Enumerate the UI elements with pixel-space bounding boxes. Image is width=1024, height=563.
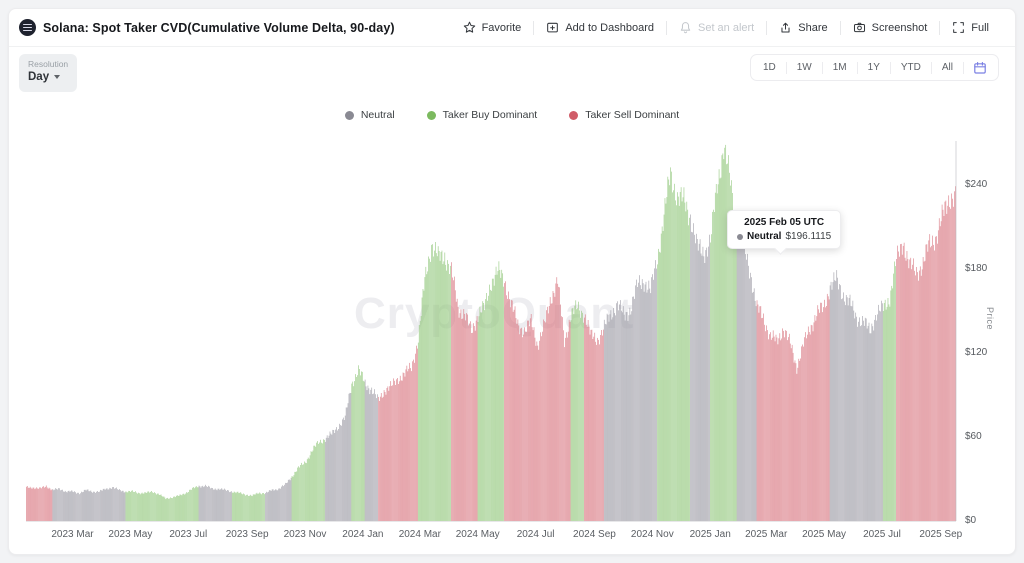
header-actions: Favorite Add to Dashboard Set an alert Shar… [451, 17, 1001, 38]
x-tick-label: 2025 Sep [919, 529, 963, 540]
legend-dot [569, 110, 579, 120]
tooltip-series-dot [737, 233, 743, 240]
tooltip-series-name: Neutral [747, 231, 782, 242]
calendar-icon [974, 61, 986, 74]
x-tick-label: 2023 Jul [169, 529, 208, 540]
add-to-dashboard-button[interactable]: Add to Dashboard [534, 17, 666, 38]
action-label: Full [971, 21, 989, 34]
y-axis-title: Price [985, 307, 995, 331]
legend-dot [426, 110, 436, 120]
x-tick-label: 2023 Sep [225, 529, 269, 540]
x-tick-label: 2023 Mar [51, 529, 94, 540]
x-tick-label: 2024 May [455, 529, 500, 540]
divider [930, 61, 932, 74]
y-tick-label: $180 [965, 263, 988, 274]
x-tick-label: 2023 May [108, 529, 153, 540]
divider [665, 20, 667, 35]
divider [889, 61, 891, 74]
divider [533, 20, 535, 35]
chevron-down-icon [54, 75, 61, 79]
resolution-value: Day [28, 71, 50, 83]
legend-label: Taker Buy Dominant [442, 109, 538, 121]
range-button-all[interactable]: All [932, 57, 963, 78]
resolution-dropdown[interactable]: Resolution Day [19, 54, 77, 92]
legend-item-s[interactable]: Taker Sell Dominant [569, 109, 679, 121]
x-tick-label: 2024 Sep [573, 529, 616, 540]
screenshot-button[interactable]: Screenshot [841, 17, 940, 38]
x-tick-label: 2024 Jan [342, 529, 384, 540]
page-title: Solana: Spot Taker CVD(Cumulative Volume… [43, 20, 395, 35]
legend-label: Neutral [360, 109, 395, 121]
divider [963, 61, 964, 74]
dashboard-add-icon [547, 22, 559, 33]
range-button-1w[interactable]: 1W [787, 57, 822, 78]
title-wrap: Solana: Spot Taker CVD(Cumulative Volume… [19, 19, 395, 36]
x-tick-label: 2025 Jul [863, 529, 901, 540]
x-tick-label: 2023 Nov [283, 529, 327, 540]
x-tick-label: 2024 Mar [398, 529, 441, 540]
action-label: Set an alert [697, 21, 755, 34]
share-icon [781, 22, 790, 33]
range-button-ytd[interactable]: YTD [891, 57, 931, 78]
favorite-button[interactable]: Favorite [451, 17, 534, 38]
x-tick-label: 2024 Nov [630, 529, 674, 540]
x-tick-label: 2024 Jul [516, 529, 555, 540]
chart-legend: Neutral Taker Buy Dominant Taker Sell Domi… [9, 109, 1015, 121]
solana-logo-icon [19, 19, 36, 36]
action-label: Share [798, 21, 828, 34]
legend-dot [344, 110, 354, 120]
set-an-alert-button: Set an alert [667, 17, 766, 38]
full-button[interactable]: Full [940, 17, 1001, 38]
legend-label: Taker Sell Dominant [585, 109, 680, 121]
y-tick-label: $60 [965, 431, 982, 442]
legend-item-b[interactable]: Taker Buy Dominant [426, 109, 538, 121]
resolution-label: Resolution [28, 59, 69, 69]
divider [785, 61, 787, 74]
divider [821, 61, 823, 74]
camera-icon [853, 22, 865, 33]
divider [839, 20, 841, 35]
tooltip-date: 2025 Feb 05 UTC [744, 217, 825, 228]
time-range-selector: 1D 1W 1M 1Y YTD All [749, 54, 999, 81]
bell-icon [680, 22, 691, 34]
y-tick-label: $240 [965, 179, 988, 190]
chart-tooltip: 2025 Feb 05 UTC Neutral $196.1115 [727, 210, 842, 249]
share-button[interactable]: Share [767, 17, 839, 38]
widget-header: Solana: Spot Taker CVD(Cumulative Volume… [9, 9, 1015, 47]
x-tick-label: 2025 Mar [745, 529, 788, 540]
price-bar-chart[interactable] [9, 139, 1017, 556]
divider [766, 20, 768, 35]
action-label: Favorite [481, 21, 522, 34]
range-button-1m[interactable]: 1M [823, 57, 857, 78]
range-button-1d[interactable]: 1D [753, 57, 786, 78]
date-range-picker-button[interactable] [964, 57, 996, 79]
range-button-1y[interactable]: 1Y [858, 57, 890, 78]
action-label: Screenshot [871, 21, 928, 34]
legend-item-n[interactable]: Neutral [344, 109, 395, 121]
x-tick-label: 2025 Jan [689, 529, 731, 540]
chart-region: CryptoQuant $0$60$120$180$240 Price 2023… [9, 139, 1017, 556]
y-tick-label: $120 [965, 347, 988, 358]
star-icon [463, 21, 475, 33]
x-tick-label: 2025 May [802, 529, 847, 540]
chart-widget-card: Solana: Spot Taker CVD(Cumulative Volume… [8, 8, 1016, 555]
tooltip-series-value: $196.1115 [785, 231, 832, 242]
fullscreen-icon [953, 22, 965, 33]
action-label: Add to Dashboard [565, 21, 654, 34]
divider [939, 20, 941, 35]
bars-layer [26, 144, 956, 522]
tooltip-series-row: Neutral $196.1115 [737, 231, 831, 242]
y-tick-label: $0 [965, 515, 977, 526]
divider [856, 61, 858, 74]
